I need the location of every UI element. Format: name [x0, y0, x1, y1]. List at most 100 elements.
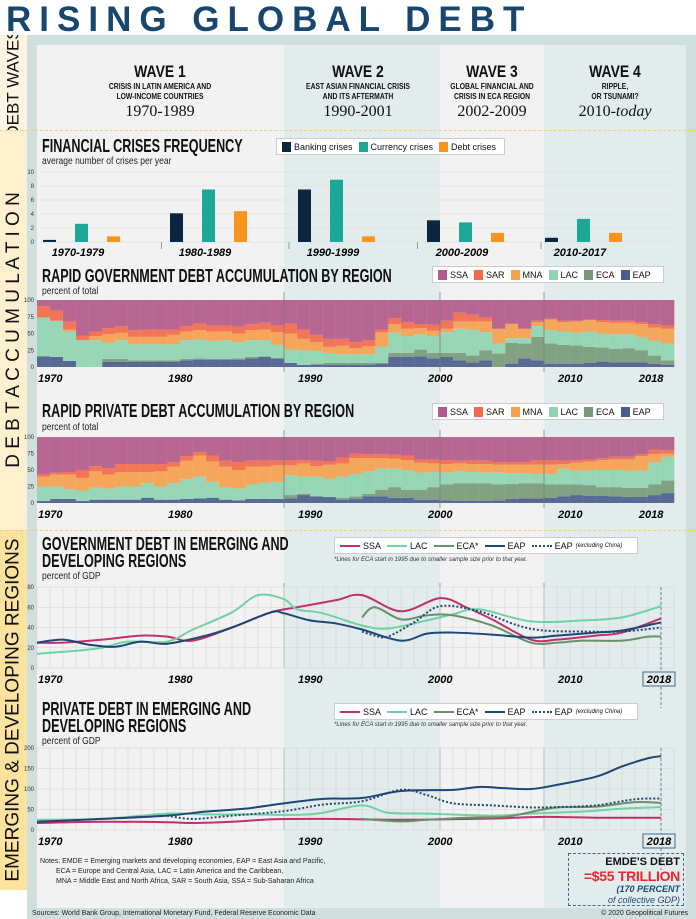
area-sar: [63, 321, 77, 330]
legend-item: EAP: [484, 541, 526, 551]
area-eca: [596, 347, 610, 362]
area-sar: [89, 331, 103, 337]
area-sar: [622, 320, 636, 323]
area-eca: [453, 352, 467, 361]
area-lac: [648, 462, 662, 485]
area-lac: [219, 340, 233, 359]
gov-debt-y-label: percent of GDP: [42, 571, 101, 582]
area-eap: [544, 363, 558, 367]
legend-label: SAR: [486, 406, 505, 417]
gov-accum-y-label: percent of total: [42, 286, 99, 297]
area-lac: [531, 473, 545, 484]
x-tick-label: 2000: [427, 509, 453, 521]
legend-label: EAP: [632, 269, 651, 280]
area-eca: [609, 348, 623, 363]
area-ssa: [518, 437, 532, 463]
area-mna: [440, 328, 454, 333]
area-mna: [570, 321, 584, 333]
area-lac: [375, 468, 389, 490]
area-sar: [440, 460, 454, 465]
area-eca: [128, 360, 142, 362]
area-eca: [349, 496, 363, 500]
area-mna: [50, 474, 64, 487]
area-sar: [609, 456, 623, 460]
area-eap: [258, 499, 272, 503]
area-lac: [609, 470, 623, 488]
area-lac: [661, 456, 675, 481]
area-ssa: [362, 437, 376, 455]
side-label-debt-accumulation: D E B T A C C U M U L A T I O N: [0, 130, 27, 530]
area-mna: [362, 346, 376, 355]
area-eap: [310, 364, 324, 367]
area-eap: [505, 499, 519, 503]
area-eap: [570, 495, 584, 503]
area-ssa: [63, 437, 77, 472]
priv-debt-title: PRIVATE DEBT IN EMERGING AND DEVELOPING R…: [42, 700, 251, 735]
area-sar: [102, 328, 116, 335]
area-sar: [661, 450, 675, 454]
area-eap: [206, 359, 220, 367]
legend-line: [387, 710, 408, 713]
area-eca: [440, 352, 454, 357]
area-lac: [232, 488, 246, 501]
area-eap: [362, 496, 376, 503]
area-ssa: [453, 300, 467, 313]
priv-accum-y-label: percent of total: [42, 422, 99, 433]
area-eap: [648, 363, 662, 367]
area-eap: [219, 359, 233, 367]
area-sar: [635, 322, 649, 325]
area-ssa: [323, 300, 337, 339]
area-eap: [466, 362, 480, 367]
y-tick-label: 0: [31, 828, 35, 834]
area-ssa: [544, 300, 558, 319]
bar-currency-crises: [459, 222, 472, 242]
area-mna: [440, 464, 454, 473]
wave-years-end: today: [615, 103, 652, 120]
area-lac: [466, 471, 480, 484]
area-ssa: [622, 437, 636, 457]
area-eap: [50, 499, 64, 503]
wave-subtitle: AND ITS AFTERMATH: [322, 92, 394, 101]
area-eca: [349, 362, 363, 365]
area-eap: [635, 497, 649, 503]
priv-debt-y-label: percent of GDP: [42, 736, 101, 747]
area-lac: [245, 484, 259, 500]
area-mna: [37, 476, 51, 487]
area-sar: [427, 459, 441, 464]
area-eap: [297, 364, 311, 367]
area-eap: [141, 497, 155, 503]
area-eap: [596, 495, 610, 503]
area-sar: [349, 453, 363, 459]
x-tick-label: 1980: [168, 836, 193, 848]
area-eap: [596, 361, 610, 367]
area-ssa: [167, 437, 181, 463]
area-mna: [479, 464, 493, 473]
area-sar: [388, 318, 402, 325]
area-lac: [427, 336, 441, 353]
area-sar: [635, 454, 649, 457]
area-eca: [635, 350, 649, 363]
wave-subtitle: RIPPLE,: [601, 82, 629, 91]
area-ssa: [596, 300, 610, 321]
gov-accum-legend: SSA SAR MNA LAC ECA EAP: [432, 266, 664, 283]
area-ssa: [648, 300, 662, 325]
legend-swatch: [510, 269, 520, 280]
area-mna: [518, 464, 532, 474]
area-ssa: [50, 300, 64, 311]
y-tick-label: 100: [24, 435, 35, 441]
area-sar: [128, 330, 142, 337]
legend-label-suffix: (excluding China): [575, 708, 623, 715]
area-mna: [128, 471, 142, 487]
crises-y-label: average number of crises per year: [42, 156, 172, 167]
area-sar: [271, 460, 285, 466]
area-sar: [375, 329, 389, 333]
legend-item: SSA: [340, 707, 381, 717]
area-ssa: [648, 437, 662, 450]
legend-label: LAC: [560, 406, 579, 417]
x-tick-label: 1980: [168, 674, 193, 686]
area-mna: [583, 320, 597, 332]
area-sar: [661, 325, 675, 329]
area-sar: [167, 329, 181, 335]
side-label-debt-waves: DEBT WAVES: [0, 35, 27, 130]
area-mna: [427, 463, 441, 472]
